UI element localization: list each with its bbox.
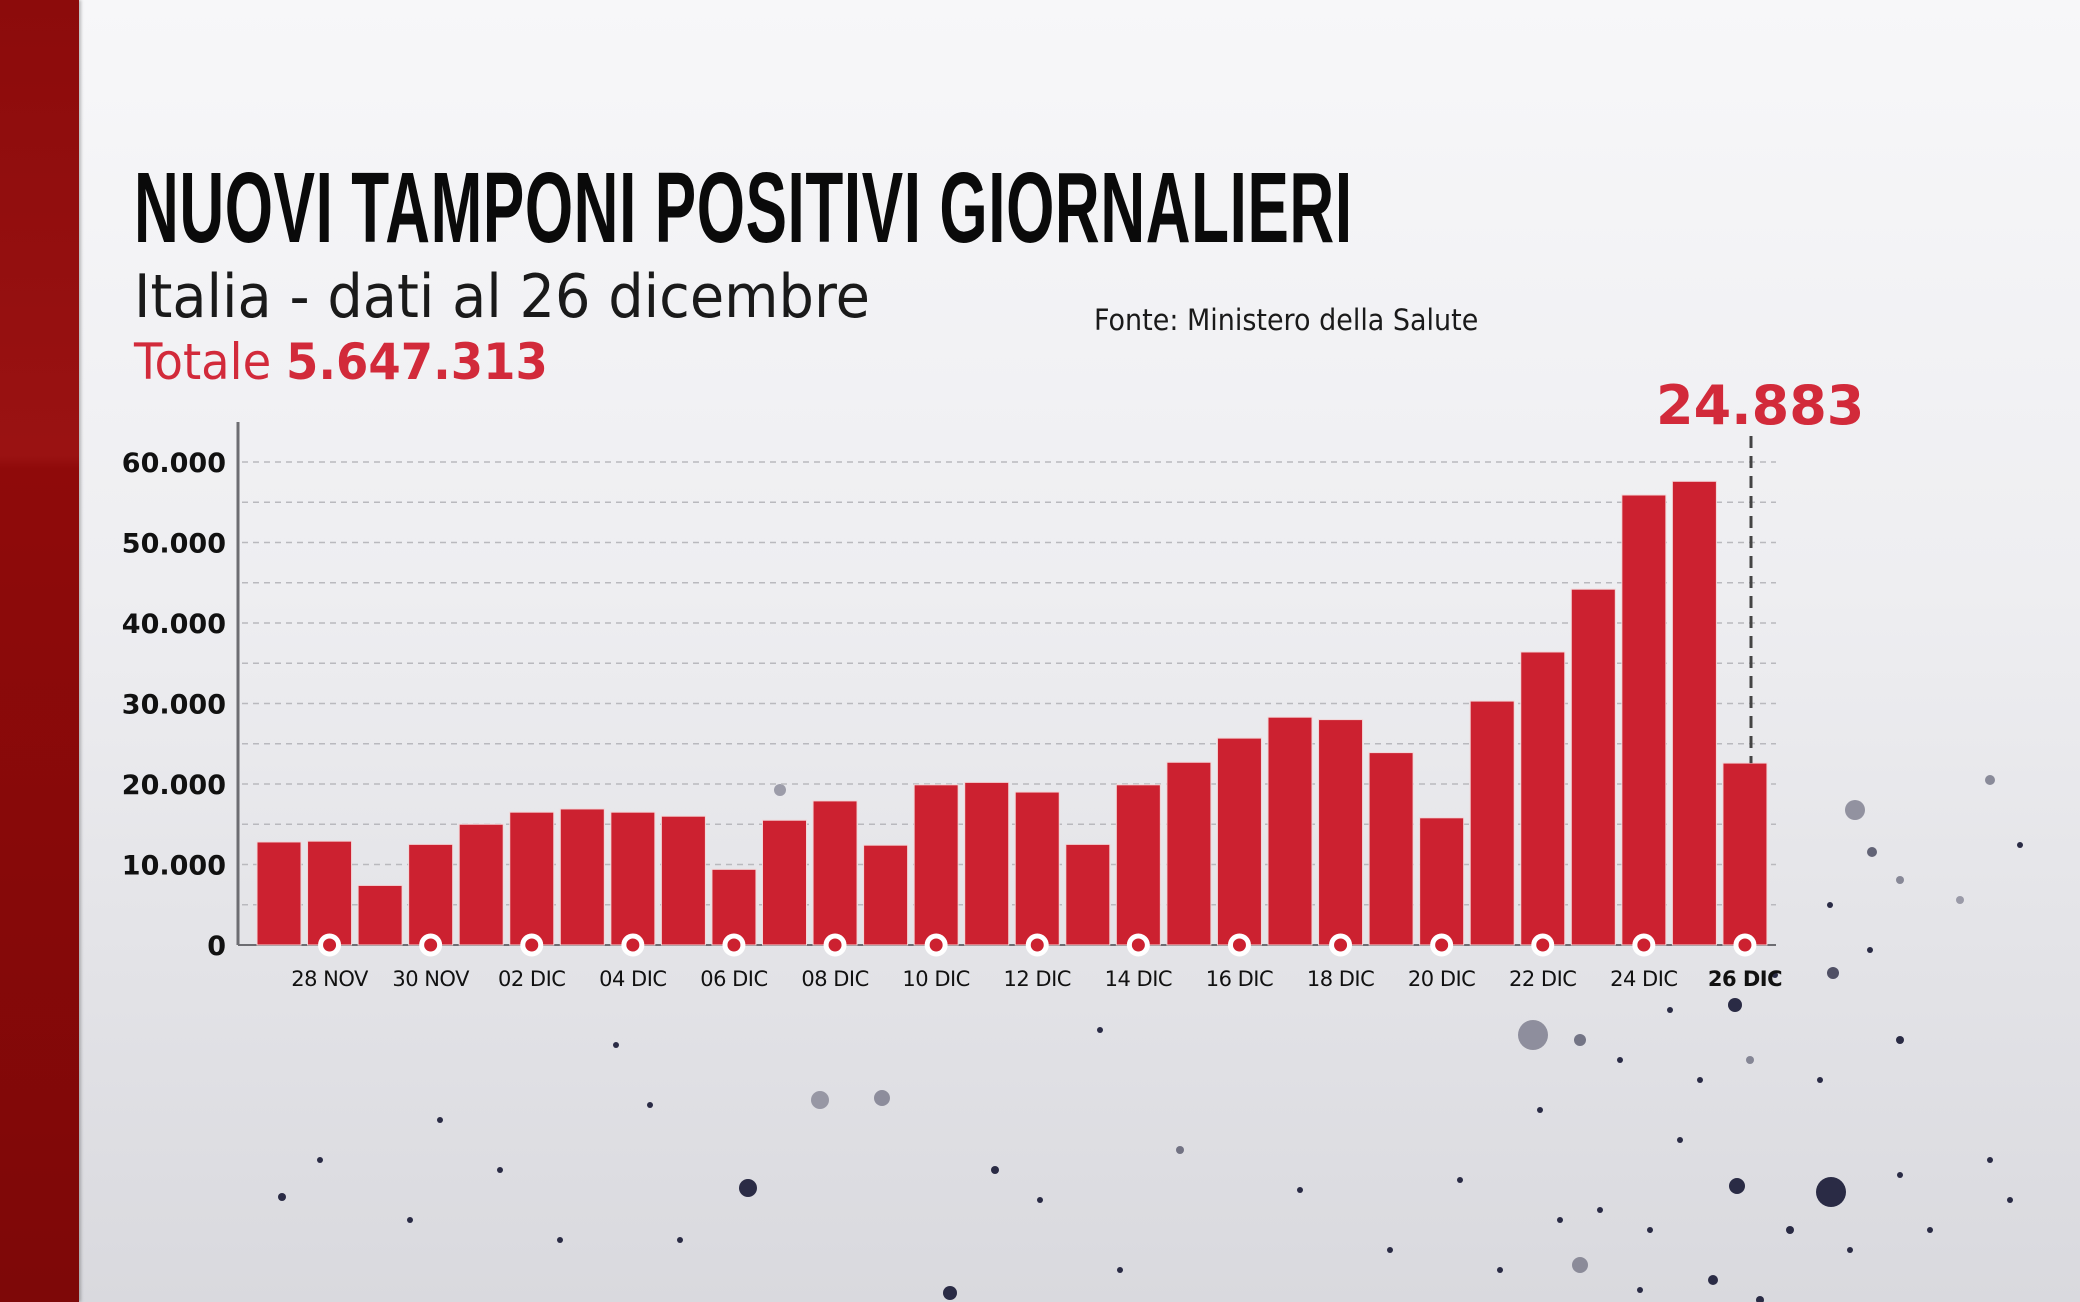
x-tick-label: 06 DIC — [700, 967, 767, 991]
bar — [660, 815, 706, 946]
x-tick-label: 30 NOV — [392, 967, 470, 991]
x-tick-marker — [318, 933, 342, 957]
x-tick-marker — [1227, 933, 1251, 957]
bar — [1469, 700, 1515, 946]
bar — [1115, 784, 1161, 946]
bar — [711, 868, 757, 946]
x-tick-marker — [1329, 933, 1353, 957]
bar — [762, 819, 807, 946]
y-tick-label: 50.000 — [122, 529, 226, 560]
x-tick-label: 14 DIC — [1105, 967, 1172, 991]
bar — [1216, 737, 1262, 946]
x-tick-label: 12 DIC — [1004, 967, 1071, 991]
x-tick-label: 18 DIC — [1307, 967, 1374, 991]
y-tick-label: 0 — [207, 931, 226, 962]
x-tick-label: 24 DIC — [1610, 967, 1677, 991]
y-tick-label: 10.000 — [122, 851, 226, 882]
bar — [1014, 791, 1060, 946]
x-tick-label: 02 DIC — [498, 967, 565, 991]
x-tick-markers — [318, 933, 1757, 957]
bar — [1520, 651, 1566, 946]
bar — [357, 884, 403, 946]
x-tick-label: 04 DIC — [599, 967, 666, 991]
bar — [458, 823, 504, 946]
x-tick-marker — [823, 933, 847, 957]
bar — [1621, 494, 1667, 946]
bar — [1267, 716, 1313, 946]
y-tick-label: 40.000 — [122, 609, 226, 640]
y-tick-label: 60.000 — [122, 448, 226, 479]
x-tick-marker — [1430, 933, 1454, 957]
x-tick-marker — [1025, 933, 1049, 957]
bar — [509, 811, 555, 946]
total-line: Totale 5.647.313 — [134, 334, 548, 390]
bar — [812, 800, 858, 946]
bar — [1570, 588, 1616, 946]
bar — [964, 781, 1010, 946]
bar — [1166, 761, 1212, 946]
bar — [913, 784, 959, 946]
source-note: Fonte: Ministero della Salute — [1094, 303, 1479, 337]
bar — [307, 840, 353, 946]
x-tick-label: 26 DIC — [1708, 967, 1782, 991]
bar — [1671, 480, 1717, 946]
chart-title: NUOVI TAMPONI POSITIVI GIORNALIERI — [134, 152, 1353, 264]
x-tick-marker — [621, 933, 645, 957]
side-stripe — [0, 0, 79, 1302]
x-tick-label: 22 DIC — [1509, 967, 1576, 991]
total-label: Totale — [134, 333, 272, 391]
x-tick-label: 20 DIC — [1408, 967, 1475, 991]
x-axis-labels: 28 NOV 30 NOV 02 DIC 04 DIC 06 DIC 08 DIC 10 D… — [291, 967, 1782, 991]
y-tick-label: 20.000 — [122, 770, 226, 801]
bars — [256, 480, 1768, 946]
x-tick-label: 10 DIC — [902, 967, 969, 991]
bar — [1419, 817, 1465, 946]
bar — [256, 841, 302, 946]
x-tick-marker — [1126, 933, 1150, 957]
chart-subtitle: Italia - dati al 26 dicembre — [134, 262, 871, 332]
bar — [1318, 719, 1364, 946]
x-tick-marker — [1531, 933, 1555, 957]
x-tick-marker — [924, 933, 948, 957]
y-tick-label: 30.000 — [122, 690, 226, 721]
x-tick-label: 16 DIC — [1206, 967, 1273, 991]
x-tick-marker — [1632, 933, 1656, 957]
total-value: 5.647.313 — [286, 333, 548, 391]
x-tick-marker — [722, 933, 746, 957]
bar — [1722, 762, 1768, 946]
x-tick-marker — [520, 933, 544, 957]
bar — [559, 808, 605, 946]
x-tick-marker — [1733, 933, 1757, 957]
latest-value-label: 24.883 — [1656, 374, 1865, 437]
bar — [1065, 843, 1111, 946]
x-tick-marker — [419, 933, 443, 957]
bar — [863, 844, 909, 946]
bar — [610, 811, 656, 946]
y-axis-labels: 0 10.000 20.000 30.000 40.000 50.000 60.000 — [122, 448, 226, 962]
bar — [1368, 752, 1414, 946]
x-tick-label: 28 NOV — [291, 967, 369, 991]
x-tick-label: 08 DIC — [801, 967, 868, 991]
bar — [408, 843, 454, 946]
